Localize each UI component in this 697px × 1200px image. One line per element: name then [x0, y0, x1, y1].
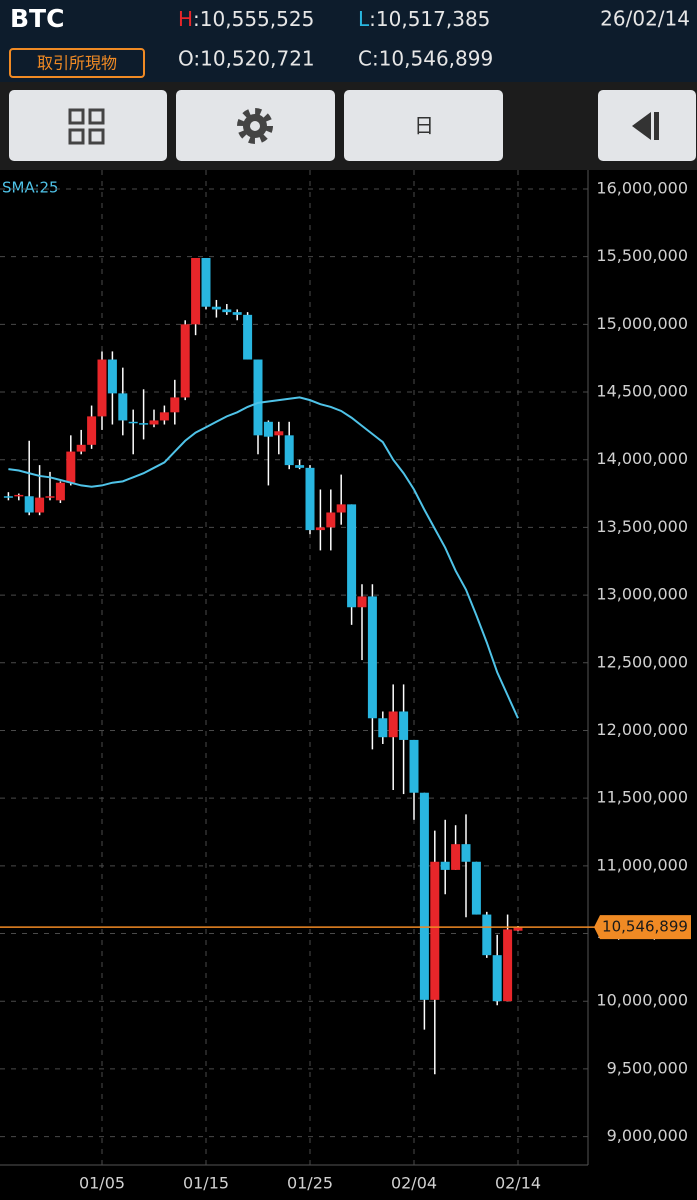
- candle-body: [118, 393, 128, 421]
- candle-body: [253, 359, 263, 436]
- y-tick-label: 12,000,000: [596, 720, 688, 739]
- y-tick-label: 14,000,000: [596, 449, 688, 468]
- y-tick-label: 12,500,000: [596, 652, 688, 671]
- candle-body: [170, 397, 180, 413]
- candle-body: [55, 482, 65, 501]
- candle-body: [97, 359, 107, 417]
- candle-body: [336, 504, 346, 513]
- candle-body: [513, 927, 523, 931]
- candle-body: [409, 739, 419, 793]
- last-price-label: 10,546,899: [602, 918, 688, 936]
- candle-body: [461, 844, 471, 862]
- candle-body: [399, 711, 409, 740]
- candle-body: [430, 861, 440, 1000]
- low-key: L: [358, 7, 370, 31]
- candle-body: [378, 718, 388, 738]
- candle-body: [295, 465, 305, 468]
- x-tick-label: 02/14: [495, 1174, 541, 1193]
- candle-body: [315, 527, 325, 531]
- candle-body: [357, 596, 367, 608]
- open-quote: O:10,520,721: [178, 47, 315, 71]
- candle-body: [35, 497, 45, 513]
- candle-body: [14, 494, 24, 497]
- candle-body: [3, 496, 13, 498]
- y-tick-label: 15,000,000: [596, 314, 688, 333]
- y-tick-label: 11,500,000: [596, 788, 688, 807]
- x-tick-label: 01/05: [79, 1174, 125, 1193]
- legend-sma: SMA:25: [2, 179, 59, 197]
- high-key: H: [178, 7, 193, 31]
- candle-body: [66, 451, 76, 483]
- gear-icon: [237, 108, 273, 144]
- y-tick-label: 13,000,000: [596, 585, 688, 604]
- candle-body: [284, 435, 294, 466]
- candle-body: [471, 861, 481, 915]
- candle-body: [326, 512, 336, 528]
- candle-body: [492, 955, 502, 1002]
- candle-body: [440, 861, 450, 870]
- x-tick-label: 02/04: [391, 1174, 437, 1193]
- candle-body: [274, 431, 284, 436]
- candle-body: [159, 412, 169, 421]
- x-tick-label: 01/15: [183, 1174, 229, 1193]
- candle-body: [107, 359, 117, 394]
- low-quote: L:10,517,385: [358, 7, 490, 31]
- candle-body: [180, 324, 190, 398]
- candle-body: [45, 496, 55, 498]
- close-quote: C:10,546,899: [358, 47, 493, 71]
- y-tick-label: 15,500,000: [596, 246, 688, 265]
- candle-body: [149, 420, 159, 425]
- last-price-tag: [594, 915, 691, 940]
- candle-body: [24, 496, 34, 513]
- layout-button[interactable]: [9, 90, 167, 161]
- y-tick-label: 9,500,000: [607, 1058, 688, 1077]
- period: 日: [414, 114, 434, 138]
- y-tick-label: 16,000,000: [596, 178, 688, 197]
- candle-body: [347, 504, 357, 608]
- y-tick-label: 11,000,000: [596, 855, 688, 874]
- candle-body: [76, 444, 86, 452]
- sma-line: [8, 396, 519, 719]
- candle-body: [232, 312, 242, 315]
- symbol: BTC: [10, 4, 64, 33]
- candle-body: [451, 844, 461, 870]
- x-tick-label: 01/25: [287, 1174, 333, 1193]
- candle-body: [87, 416, 97, 445]
- high-quote: H:10,555,525: [178, 7, 314, 31]
- header-bg: [0, 0, 697, 82]
- y-tick-label: 9,000,000: [607, 1126, 688, 1145]
- candle-body: [243, 314, 253, 360]
- candle-body: [503, 929, 513, 1002]
- y-tick-label: 14,500,000: [596, 382, 688, 401]
- candle-body: [211, 306, 221, 310]
- candle-body: [263, 421, 273, 437]
- candle-body: [191, 257, 201, 325]
- market: 取引所現物: [37, 54, 117, 73]
- candle-body: [128, 421, 138, 424]
- candle-body: [305, 467, 315, 531]
- candle-body: [482, 914, 492, 956]
- date: 26/02/14: [600, 7, 690, 31]
- market-badge: [9, 48, 145, 78]
- candle-body: [139, 423, 149, 425]
- period-button[interactable]: [344, 90, 503, 161]
- candle-body: [201, 257, 211, 307]
- collapse-icon: [632, 112, 659, 140]
- y-tick-label: 13,500,000: [596, 517, 688, 536]
- candle-body: [367, 596, 377, 719]
- candle-body: [419, 792, 429, 1000]
- low-value: :10,517,385: [369, 7, 490, 31]
- high-value: :10,555,525: [193, 7, 314, 31]
- y-tick-label: 10,000,000: [596, 991, 688, 1010]
- layout-icon: [68, 108, 105, 145]
- candle-body: [222, 309, 232, 313]
- candle-body: [388, 711, 398, 738]
